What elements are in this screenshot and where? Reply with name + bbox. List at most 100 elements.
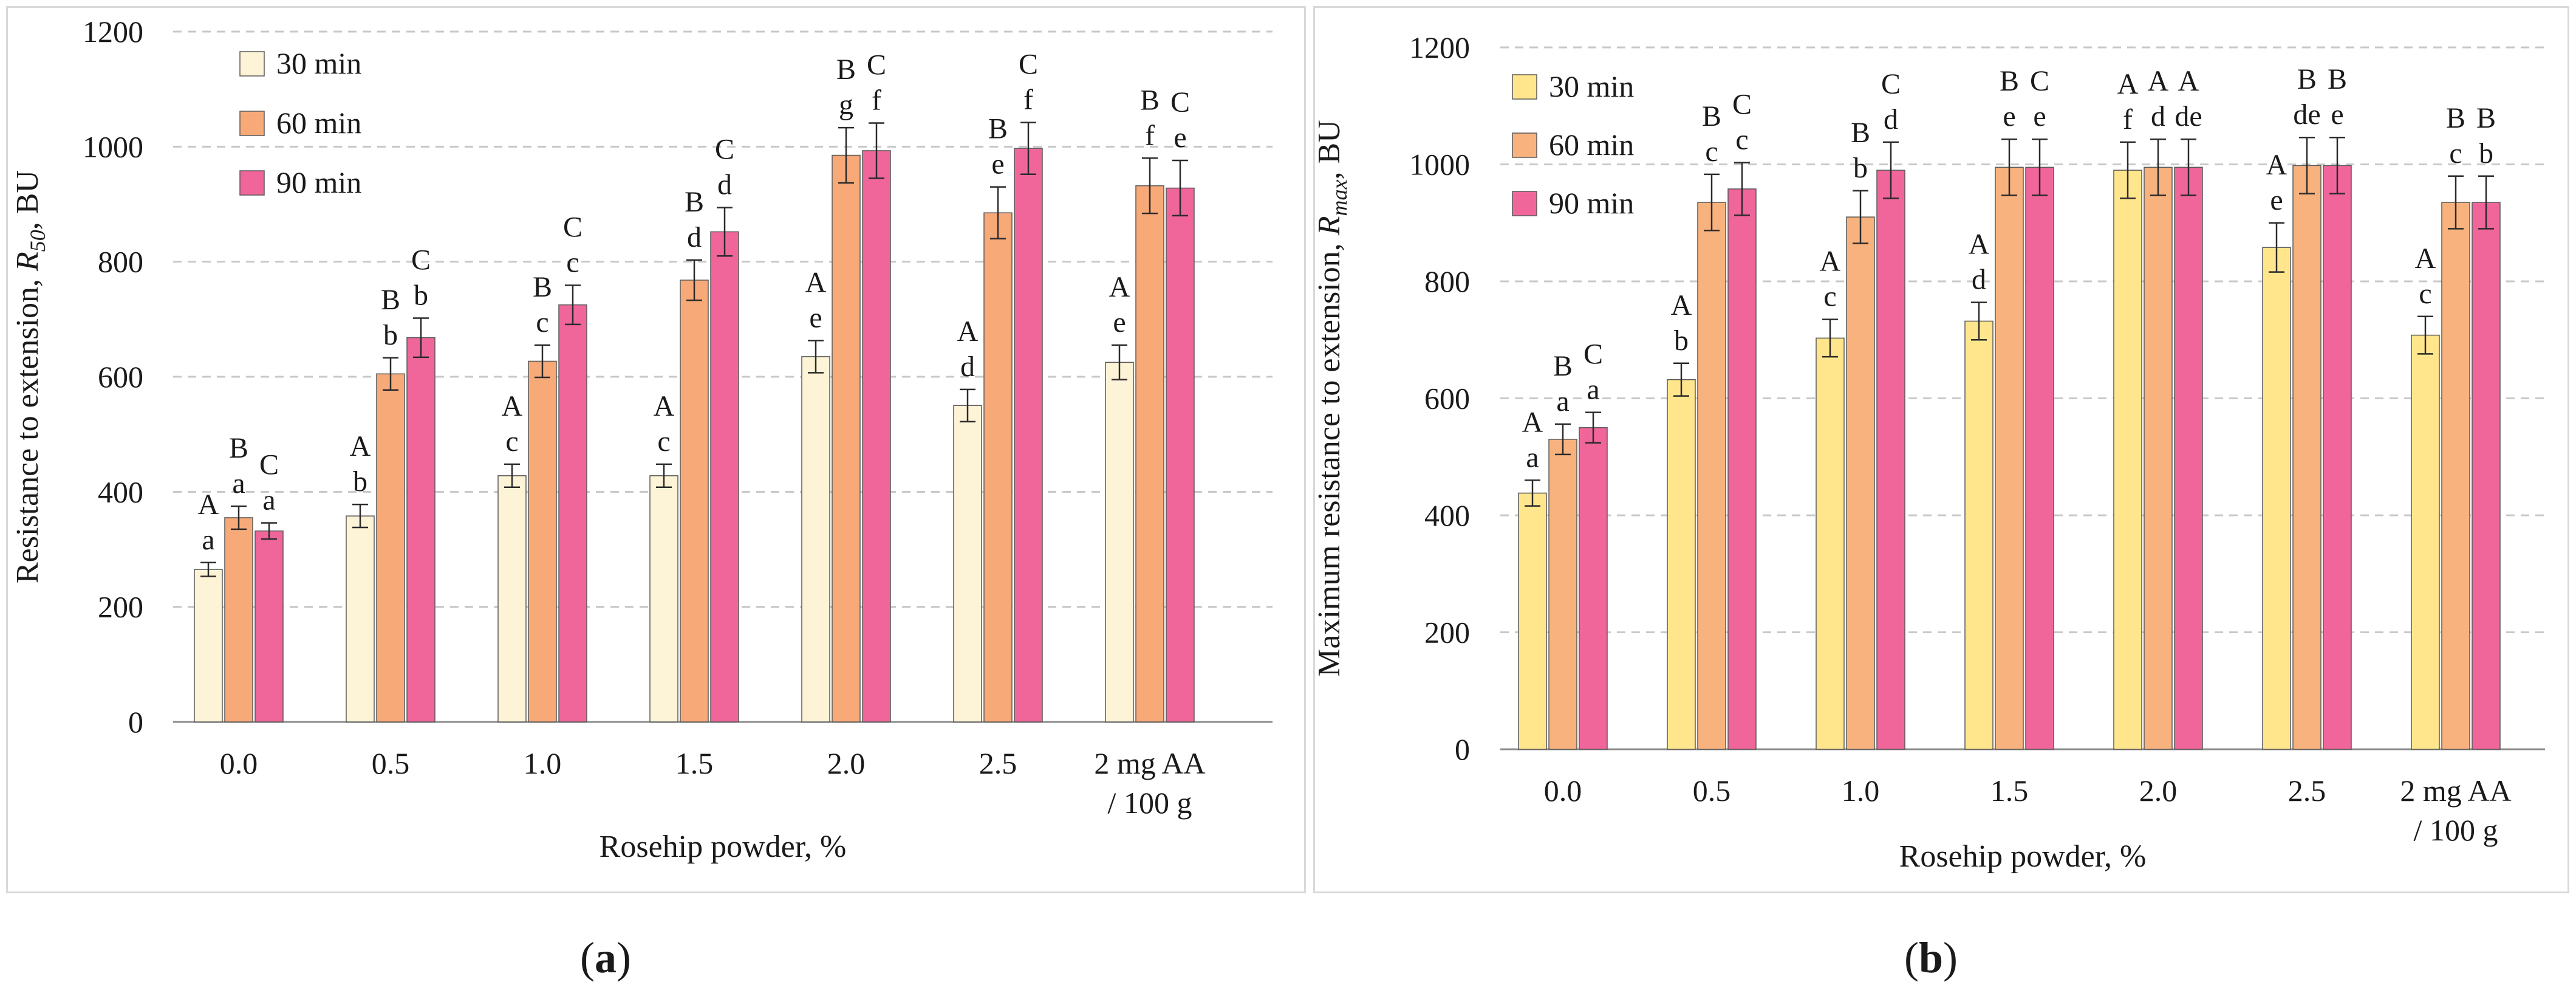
bar-a-30min-4 <box>801 356 830 723</box>
bar-b-90min-4 <box>2174 167 2203 750</box>
significance-letter-upper: A <box>1671 289 1692 321</box>
y-tick-label: 1000 <box>1409 148 1470 182</box>
significance-letter-lower: e <box>2331 98 2343 131</box>
significance-letter-lower: c <box>1823 281 1836 313</box>
bar-a-90min-1 <box>406 337 436 723</box>
bar-b-30min-0 <box>1518 492 1547 750</box>
bar-b-60min-6 <box>2441 202 2470 750</box>
bar-b-30min-3 <box>1964 320 1993 750</box>
significance-letter-lower: c <box>1735 124 1748 156</box>
significance-letter-lower: f <box>1023 84 1033 116</box>
y-tick-label: 0 <box>128 705 143 739</box>
legend-label: 60 min <box>1549 128 1634 162</box>
significance-letter-upper: C <box>715 134 734 166</box>
y-tick-label: 1000 <box>83 129 143 163</box>
bar-b-60min-5 <box>2292 165 2321 750</box>
significance-letter-lower: de <box>2293 98 2320 131</box>
x-tick-label: 0.5 <box>372 746 410 780</box>
significance-letter-lower: f <box>872 84 881 117</box>
x-tick-label: 2.0 <box>827 746 866 780</box>
bar-a-30min-6 <box>1105 362 1134 723</box>
significance-letter-lower: c <box>536 306 548 338</box>
bar-b-30min-6 <box>2411 334 2440 750</box>
legend-swatch <box>1512 191 1537 216</box>
significance-letter-upper: A <box>1522 406 1543 438</box>
significance-letter-lower: d <box>1884 103 1898 136</box>
bar-a-90min-5 <box>1014 148 1043 723</box>
legend-swatch <box>1512 74 1537 100</box>
x-tick-label-line2: / 100 g <box>1108 786 1192 820</box>
significance-letter-upper: C <box>1019 49 1038 81</box>
y-tick-label: 800 <box>1424 264 1470 298</box>
y-tick-label: 400 <box>1424 498 1470 532</box>
bar-a-90min-3 <box>710 231 739 723</box>
legend-label: 30 min <box>276 46 361 80</box>
significance-letter-upper: A <box>2415 242 2436 275</box>
y-tick-label: 800 <box>98 245 143 279</box>
significance-letter-upper: B <box>2446 102 2465 134</box>
significance-letter-lower: b <box>383 319 398 351</box>
bar-a-30min-5 <box>953 405 982 723</box>
bar-a-90min-0 <box>255 530 284 723</box>
y-axis-label: Maximum resistance to extension, Rmax, B… <box>1312 120 1351 676</box>
significance-letter-upper: B <box>2476 102 2496 134</box>
panel-a-label: (a) <box>580 933 631 982</box>
significance-letter-upper: B <box>685 186 704 218</box>
bar-a-30min-3 <box>649 475 678 723</box>
x-tick-label: 2 mg AA <box>2400 774 2511 808</box>
significance-letter-upper: A <box>1969 228 1990 261</box>
bar-a-60min-1 <box>376 373 405 723</box>
x-tick-label-line2: / 100 g <box>2414 813 2498 847</box>
significance-letter-lower: g <box>839 89 853 121</box>
significance-letter-lower: c <box>2449 137 2462 170</box>
significance-letter-upper: C <box>411 244 431 276</box>
significance-letter-upper: B <box>381 284 400 316</box>
significance-letter-lower: c <box>505 425 518 458</box>
legend-swatch <box>1512 132 1537 158</box>
x-tick-label: 1.0 <box>524 746 562 780</box>
significance-letter-upper: A <box>2117 68 2139 100</box>
significance-letter-lower: b <box>1853 152 1868 184</box>
significance-letter-lower: f <box>2123 103 2133 136</box>
y-tick-label: 200 <box>1424 616 1470 650</box>
y-tick-label: 200 <box>98 590 143 624</box>
significance-letter-lower: b <box>414 279 428 311</box>
bar-b-60min-1 <box>1697 202 1726 750</box>
significance-letter-lower: a <box>1587 374 1599 406</box>
y-tick-label: 600 <box>1424 382 1470 416</box>
bar-b-30min-4 <box>2113 170 2142 750</box>
y-axis-label: Resistance to extension, R50, BU <box>10 170 50 583</box>
x-tick-label: 2.5 <box>979 746 1017 780</box>
significance-letter-lower: a <box>1556 385 1569 417</box>
bar-b-30min-5 <box>2262 247 2291 750</box>
y-tick-label: 400 <box>98 475 143 509</box>
x-axis-label: Rosehip powder, % <box>1899 839 2147 874</box>
significance-letter-lower: e <box>2003 100 2015 132</box>
significance-letter-upper: B <box>1702 100 1721 132</box>
legend-label: 90 min <box>276 165 361 199</box>
bar-a-60min-2 <box>528 360 557 723</box>
bar-b-60min-0 <box>1548 439 1577 750</box>
bar-a-90min-4 <box>862 150 891 723</box>
significance-letter-lower: e <box>2270 184 2283 216</box>
significance-letter-lower: d <box>687 221 702 253</box>
significance-letter-lower: c <box>2419 278 2431 310</box>
significance-letter-lower: a <box>262 484 275 516</box>
significance-letter-upper: B <box>533 271 552 303</box>
significance-letter-lower: e <box>809 301 822 334</box>
legend-swatch <box>239 170 265 196</box>
significance-letter-lower: a <box>1526 441 1539 473</box>
legend-label: 60 min <box>276 106 361 140</box>
significance-letter-lower: c <box>566 246 579 278</box>
bar-b-60min-2 <box>1846 216 1875 750</box>
significance-letter-upper: A <box>350 430 371 462</box>
y-tick-label: 0 <box>1455 732 1470 766</box>
significance-letter-lower: e <box>2033 100 2046 132</box>
x-tick-label: 2.5 <box>2288 774 2326 808</box>
bar-b-30min-2 <box>1816 337 1845 750</box>
significance-letter-lower: b <box>2479 137 2493 170</box>
significance-letter-upper: A <box>1109 271 1130 303</box>
significance-letter-upper: B <box>2000 65 2019 97</box>
